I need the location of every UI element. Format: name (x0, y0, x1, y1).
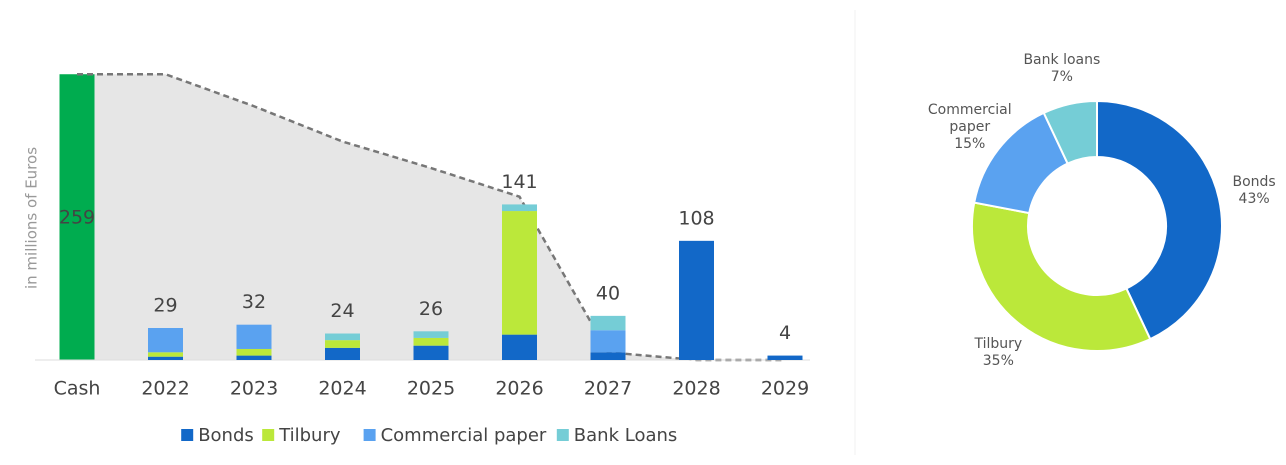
x-tick-label: 2024 (318, 378, 366, 400)
legend-swatch (363, 429, 376, 441)
bar-segment (148, 328, 183, 353)
total-label: 32 (242, 291, 266, 313)
slice-name: Bonds (1232, 173, 1276, 190)
legend-label: Bonds (198, 425, 254, 446)
bar-segment (148, 352, 183, 357)
y-axis-label: in millions of Euros (23, 147, 41, 289)
cash-bar (59, 74, 95, 360)
slice-label: Bank loans 7% (1007, 52, 1117, 86)
legend-label: Bank Loans (574, 425, 677, 446)
bar-segment (325, 333, 360, 341)
donut-slice (1096, 99, 1223, 341)
slice-percent: 35% (982, 353, 1014, 370)
x-tick-label: 2027 (584, 378, 632, 400)
total-label: 40 (596, 282, 620, 304)
cash-label: 259 (59, 207, 95, 229)
bar-segment (413, 331, 449, 338)
cash-line (77, 72, 785, 362)
x-tick-label: 2029 (761, 378, 809, 400)
bar-segment (325, 340, 360, 348)
total-label: 26 (419, 298, 443, 320)
slice-label: Bonds 43% (1199, 174, 1286, 208)
bar-segment (502, 334, 537, 360)
bar-segment (325, 347, 360, 360)
legend-swatch (181, 429, 194, 441)
slice-label: Commercial paper 15% (915, 102, 1025, 153)
x-tick-label: 2026 (495, 378, 543, 400)
slice-name: Commercial paper (927, 101, 1012, 135)
donut-slice (971, 201, 1152, 352)
bar-segment (767, 355, 803, 360)
slice-percent: 43% (1238, 190, 1270, 207)
slice-name: Tilbury (974, 336, 1023, 353)
slice-label: Tilbury 35% (943, 336, 1053, 370)
x-tick-label: Cash (54, 378, 101, 400)
legend-label: Tilbury (278, 425, 341, 446)
bar-segment (148, 356, 183, 360)
slice-name: Bank loans (1023, 51, 1101, 68)
x-tick-label: 2025 (407, 378, 455, 400)
x-tick-label: 2023 (230, 378, 278, 400)
cash-area (77, 74, 785, 360)
bar-segment (236, 348, 272, 356)
slice-percent: 15% (954, 135, 986, 152)
bar-segment (502, 211, 537, 335)
legend-label: Commercial paper (381, 425, 547, 446)
x-tick-label: 2022 (141, 378, 189, 400)
bar-segment (413, 345, 449, 360)
bar-segment (590, 315, 626, 331)
bar-segment (236, 324, 272, 349)
bar-segment (590, 352, 626, 360)
bar-segment (413, 337, 449, 346)
total-label: 24 (330, 300, 354, 322)
donut-slice (1042, 99, 1098, 165)
x-tick-label: 2028 (672, 378, 720, 400)
slice-percent: 7% (1050, 68, 1073, 85)
bar-segment (590, 330, 626, 353)
total-label: 4 (779, 322, 791, 344)
total-label: 108 (678, 207, 714, 229)
bar-segment (679, 240, 714, 360)
total-label: 29 (153, 295, 177, 317)
bar-segment (502, 204, 537, 212)
legend-swatch (556, 429, 569, 441)
total-label: 141 (501, 171, 537, 193)
bar-segment (236, 355, 272, 360)
legend-swatch (262, 429, 275, 441)
